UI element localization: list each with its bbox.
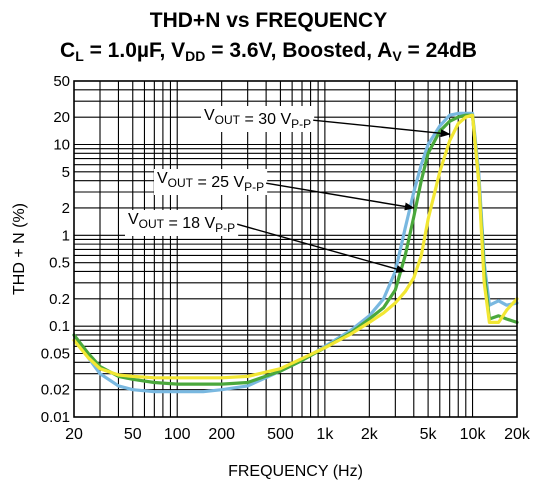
x-tick-label: 100 bbox=[164, 426, 191, 443]
y-tick-label: 5 bbox=[62, 164, 70, 181]
y-tick-label: 0.05 bbox=[41, 346, 70, 363]
series-line-1 bbox=[72, 111, 519, 394]
y-tick-label: 10 bbox=[53, 136, 70, 153]
title-av-rest: = 24dB bbox=[401, 39, 477, 62]
y-tick-label: 0.2 bbox=[49, 291, 70, 308]
title-vdd-rest: = 3.6V, Boosted, A bbox=[205, 39, 393, 62]
y-tick-label: 0.1 bbox=[49, 318, 70, 335]
y-tick-label: 0.5 bbox=[49, 255, 70, 272]
series-label-bg-3 bbox=[125, 210, 239, 236]
x-tick-label: 1k bbox=[316, 426, 334, 443]
series-label-bg-2 bbox=[154, 169, 268, 195]
x-tick-label: 2k bbox=[361, 426, 379, 443]
chart-title-line2: CL = 1.0µF, VDD = 3.6V, Boosted, AV = 24… bbox=[0, 36, 537, 66]
y-tick-label: 0.02 bbox=[41, 382, 70, 399]
y-axis-label: THD + N (%) bbox=[11, 203, 28, 295]
x-tick-label: 500 bbox=[267, 426, 294, 443]
series-arrow-1 bbox=[313, 119, 451, 138]
chart-title: THD+N vs FREQUENCY CL = 1.0µF, VDD = 3.6… bbox=[0, 6, 537, 66]
series-arrow-3 bbox=[236, 223, 407, 273]
series-annotations: VOUT = 30 VP-P VOUT = 25 VP-P VOUT = 18 VP… bbox=[125, 106, 451, 273]
series-arrow-2 bbox=[266, 182, 415, 211]
plot-frame bbox=[73, 80, 518, 418]
series-label-1: VOUT = 30 VP-P bbox=[204, 107, 311, 131]
title-av-sub: V bbox=[392, 48, 402, 64]
series-label-3: VOUT = 18 VP-P bbox=[128, 211, 235, 235]
x-tick-label: 200 bbox=[208, 426, 235, 443]
x-tick-label: 50 bbox=[124, 426, 142, 443]
grid-lines bbox=[74, 81, 517, 417]
x-axis-label: FREQUENCY (Hz) bbox=[228, 463, 363, 480]
y-tick-label: 0.01 bbox=[41, 409, 70, 426]
series-line-3 bbox=[72, 113, 519, 380]
title-cl-sub: L bbox=[75, 48, 84, 64]
x-tick-label: 20k bbox=[504, 426, 531, 443]
x-tick-label: 20 bbox=[65, 426, 83, 443]
title-vdd-sub: DD bbox=[185, 48, 206, 64]
y-tick-label: 1 bbox=[62, 227, 70, 244]
y-tick-label: 50 bbox=[53, 73, 70, 90]
series-lines bbox=[72, 111, 519, 394]
y-tick-label: 20 bbox=[53, 109, 70, 126]
title-cl: C bbox=[60, 39, 76, 62]
series-label-2: VOUT = 25 VP-P bbox=[157, 170, 264, 194]
tick-labels: 20 50 100 200 500 1k 2k 5k 10k 20k 0.01 0.02 0.05 0.1… bbox=[41, 73, 531, 443]
title-cl-rest: = 1.0µF, V bbox=[83, 39, 186, 62]
series-label-bg-1 bbox=[201, 106, 315, 132]
y-tick-label: 2 bbox=[62, 200, 70, 217]
x-tick-label: 5k bbox=[420, 426, 438, 443]
chart-title-line1: THD+N vs FREQUENCY bbox=[149, 9, 388, 32]
x-tick-label: 10k bbox=[460, 426, 487, 443]
